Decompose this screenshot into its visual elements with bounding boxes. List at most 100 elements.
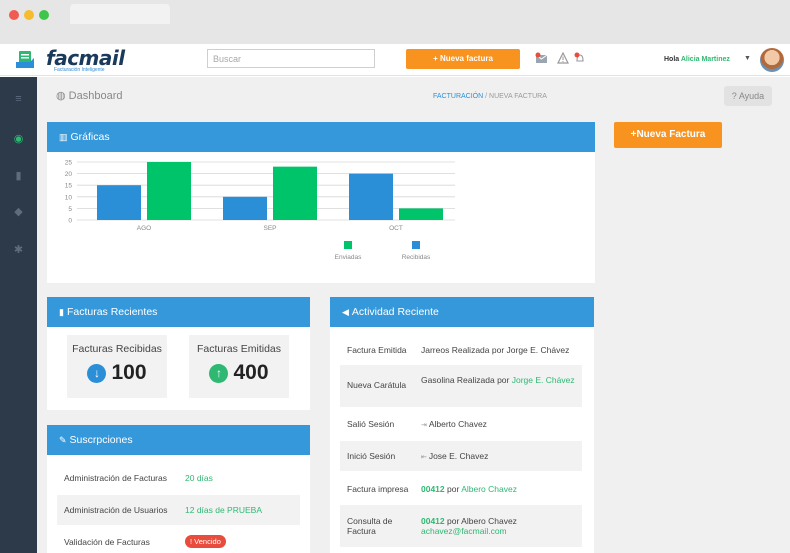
main-content: ◍ Dashboard FACTURACIÓN / NUEVA FACTURA … bbox=[37, 77, 790, 553]
sidebar-item-dashboard[interactable]: ◉ bbox=[0, 121, 37, 157]
received-stat-card[interactable]: Facturas Recibidas ↓ 100 bbox=[67, 335, 167, 398]
user-name[interactable]: Alicia Martinez bbox=[680, 56, 730, 63]
activity-type: Inició Sesión bbox=[347, 451, 396, 461]
legend-swatch-enviadas bbox=[344, 241, 352, 249]
dashboard-icon: ◉ bbox=[13, 133, 24, 145]
logo-text: facmail bbox=[46, 46, 125, 70]
bell-icon[interactable] bbox=[573, 52, 587, 64]
new-invoice-side-button[interactable]: +Nueva Factura bbox=[614, 122, 722, 148]
recent-activity-header: ◀ Actividad Reciente bbox=[330, 297, 594, 327]
legend-label: Enviadas bbox=[335, 254, 362, 261]
subscription-value: 20 días bbox=[185, 473, 213, 483]
recent-invoices-title: Facturas Recientes bbox=[66, 306, 158, 318]
received-value-row: ↓ 100 bbox=[67, 361, 167, 385]
activity-detail: 00412 por Albero Chavez bbox=[421, 484, 579, 494]
activity-detail: Gasolina Realizada por Jorge E. Chávez bbox=[421, 375, 579, 385]
arrow-up-circle-icon: ↑ bbox=[209, 364, 229, 383]
activity-detail-text: por bbox=[444, 484, 462, 494]
activity-detail-text: Gasolina Realizada por bbox=[421, 375, 512, 385]
sidebar: ≡ ◉ ▮ ◆ ✱ bbox=[0, 77, 37, 553]
charts-panel-header: ▥ Gráficas bbox=[47, 122, 595, 152]
bar-enviadas-sep bbox=[273, 166, 317, 220]
recent-activity-title: Actividad Reciente bbox=[351, 306, 439, 318]
charts-panel: ▥ Gráficas 0 5 10 15 20 25 AGO SEP OCT Enviadas Rec… bbox=[47, 122, 595, 283]
breadcrumb-bar: ◍ Dashboard FACTURACIÓN / NUEVA FACTURA … bbox=[37, 77, 790, 113]
megaphone-icon: ◀ bbox=[342, 307, 349, 317]
issued-value-row: ↑ 400 bbox=[189, 361, 289, 385]
subscriptions-title: Suscrpciones bbox=[69, 434, 133, 446]
activity-row[interactable]: Salió Sesión ⇥ Alberto Chavez bbox=[340, 409, 582, 439]
activity-detail: ⇤ Jose E. Chavez bbox=[421, 451, 579, 461]
logo-tagline: Facturación Inteligente bbox=[54, 67, 105, 73]
browser-tab[interactable] bbox=[70, 4, 170, 24]
breadcrumb-section[interactable]: FACTURACIÓN bbox=[433, 93, 484, 100]
window-close-dot[interactable] bbox=[9, 10, 19, 20]
arrow-down-circle-icon: ↓ bbox=[87, 364, 107, 383]
activity-type: Salió Sesión bbox=[347, 419, 395, 429]
activity-row[interactable]: Nueva Carátula Gasolina Realizada por Jo… bbox=[340, 365, 582, 407]
invoice-code-link[interactable]: 00412 bbox=[421, 516, 445, 526]
search-input[interactable] bbox=[207, 49, 375, 68]
bar-chart-icon: ▥ bbox=[59, 132, 68, 142]
subscription-label: Administración de Facturas bbox=[64, 473, 167, 483]
issued-stat-card[interactable]: Facturas Emitidas ↑ 400 bbox=[189, 335, 289, 398]
help-button[interactable]: ? Ayuda bbox=[724, 86, 772, 106]
activity-row[interactable]: Consulta de Factura 00412 por Albero Cha… bbox=[340, 505, 582, 547]
help-icon: ? bbox=[731, 91, 737, 101]
greeting-prefix: Hola bbox=[664, 56, 681, 63]
sign-in-icon: ⇤ bbox=[421, 454, 429, 461]
mail-alert-icon[interactable] bbox=[535, 52, 549, 64]
recent-invoices-header: ▮ Facturas Recientes bbox=[47, 297, 310, 327]
invoice-code-link[interactable]: 00412 bbox=[421, 484, 445, 494]
activity-type: Factura Emitida bbox=[347, 345, 407, 355]
sidebar-item-tags[interactable]: ◆ bbox=[0, 194, 37, 230]
received-value: 100 bbox=[111, 361, 147, 384]
subscription-row[interactable]: Administración de Usuarios 12 días de PR… bbox=[57, 495, 300, 525]
sidebar-item-documents[interactable]: ▮ bbox=[0, 158, 37, 194]
activity-user-link[interactable]: Jorge E. Chávez bbox=[511, 375, 575, 385]
activity-row[interactable]: Factura impresa 00412 por Albero Chavez bbox=[340, 473, 582, 503]
bar-recibidas-sep bbox=[223, 196, 267, 220]
activity-detail-text: por Albero Chavez bbox=[444, 516, 517, 526]
y-tick-label: 20 bbox=[65, 171, 73, 178]
help-label: Ayuda bbox=[738, 91, 765, 101]
window-maximize-dot[interactable] bbox=[39, 10, 49, 20]
activity-detail: Jarreos Realizada por Jorge E. Chávez bbox=[421, 345, 570, 355]
subscriptions-header: ✎ Suscrpciones bbox=[47, 425, 310, 455]
dashboard-title-icon: ◍ bbox=[56, 90, 66, 102]
sidebar-item-settings[interactable]: ✱ bbox=[0, 232, 37, 268]
gear-icon: ✱ bbox=[13, 244, 24, 256]
user-menu-caret-icon[interactable]: ▼ bbox=[744, 55, 751, 62]
bar-enviadas-oct bbox=[399, 208, 443, 220]
x-tick-label: OCT bbox=[389, 225, 403, 232]
window-minimize-dot[interactable] bbox=[24, 10, 34, 20]
app-header: facmail Facturación Inteligente + Nueva … bbox=[0, 44, 790, 76]
avatar[interactable] bbox=[760, 48, 784, 72]
subscription-row[interactable]: Validación de Facturas ! Vencido bbox=[57, 527, 300, 553]
subscription-row[interactable]: Administración de Facturas 20 días bbox=[57, 463, 300, 493]
activity-row[interactable]: Inició Sesión ⇤ Jose E. Chavez bbox=[340, 441, 582, 471]
bar-recibidas-ago bbox=[97, 185, 141, 220]
warning-icon[interactable] bbox=[556, 51, 570, 64]
breadcrumb-current: NUEVA FACTURA bbox=[489, 93, 547, 100]
activity-user-link[interactable]: Albero Chavez bbox=[461, 484, 517, 494]
activity-row[interactable]: Factura Emitida Jarreos Realizada por Jo… bbox=[340, 337, 582, 363]
activity-type: Consulta de Factura bbox=[347, 516, 393, 536]
received-label: Facturas Recibidas bbox=[72, 343, 162, 355]
subscription-value: 12 días de PRUEBA bbox=[185, 505, 263, 515]
sidebar-item-menu[interactable]: ≡ bbox=[0, 81, 37, 117]
activity-email-link[interactable]: achavez@facmail.com bbox=[421, 526, 507, 536]
x-tick-label: AGO bbox=[137, 225, 151, 232]
subscriptions-panel: ✎ Suscrpciones Administración de Facturas… bbox=[47, 425, 310, 553]
legend-swatch-recibidas bbox=[412, 241, 420, 249]
menu-icon: ≡ bbox=[15, 93, 22, 105]
user-greeting: Hola Alicia Martinez bbox=[664, 56, 730, 63]
activity-detail-text: Alberto Chavez bbox=[428, 419, 487, 429]
page-title: ◍ Dashboard bbox=[56, 89, 123, 102]
expired-badge-text: Vencido bbox=[194, 537, 221, 546]
browser-chrome bbox=[0, 0, 790, 44]
pencil-icon: ✎ bbox=[59, 435, 67, 445]
bar-enviadas-ago bbox=[147, 162, 191, 220]
new-invoice-button[interactable]: + Nueva factura bbox=[406, 49, 520, 69]
activity-type: Factura impresa bbox=[347, 484, 409, 494]
